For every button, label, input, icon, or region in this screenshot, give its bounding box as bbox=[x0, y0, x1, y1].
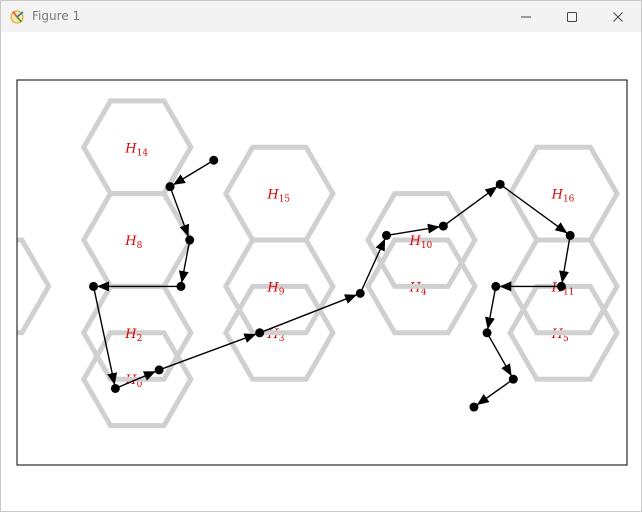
hex-label-h16: H16 bbox=[551, 188, 575, 205]
hex-label-h8: H8 bbox=[124, 234, 142, 251]
maximize-icon bbox=[566, 11, 578, 23]
path-node-10 bbox=[439, 222, 448, 231]
path-arrow-16 bbox=[477, 379, 514, 405]
path-node-15 bbox=[483, 328, 492, 337]
title-bar[interactable]: Figure 1 bbox=[1, 1, 641, 32]
hex-label-h4: H4 bbox=[408, 280, 426, 297]
hex-label-h14: H14 bbox=[124, 141, 148, 158]
hex-label-h2: H2 bbox=[124, 327, 142, 344]
close-button[interactable] bbox=[595, 1, 641, 32]
path-node-14 bbox=[491, 282, 500, 291]
hexagon-h7 bbox=[1, 240, 49, 333]
minimize-icon bbox=[520, 11, 532, 23]
path-node-7 bbox=[255, 328, 264, 337]
matplotlib-figure-icon bbox=[10, 9, 26, 25]
path-arrow-15 bbox=[487, 333, 512, 376]
hexagon-h16 bbox=[510, 147, 617, 240]
hex-grid: H0H1H2H3H4H5H6H7H8H9H10H11H12H13H14H15H1… bbox=[1, 101, 641, 426]
path-node-8 bbox=[356, 289, 365, 298]
hex-label-h9: H9 bbox=[266, 280, 284, 297]
path-node-9 bbox=[382, 231, 391, 240]
close-icon bbox=[612, 11, 624, 23]
hexagon-h15 bbox=[226, 147, 333, 240]
hex-diagram: H0H1H2H3H4H5H6H7H8H9H10H11H12H13H14H15H1… bbox=[1, 32, 641, 511]
minimize-button[interactable] bbox=[503, 1, 549, 32]
path-node-2 bbox=[185, 236, 194, 245]
figure-canvas: H0H1H2H3H4H5H6H7H8H9H10H11H12H13H14H15H1… bbox=[1, 32, 641, 511]
window-title: Figure 1 bbox=[32, 9, 80, 23]
path-node-1 bbox=[166, 182, 175, 191]
maximize-button[interactable] bbox=[549, 1, 595, 32]
hex-label-h15: H15 bbox=[266, 188, 290, 205]
path-node-3 bbox=[176, 282, 185, 291]
path-arrow-12 bbox=[562, 235, 570, 283]
hexagon-h8 bbox=[84, 194, 191, 287]
path-arrow-10 bbox=[443, 186, 497, 226]
path-arrow-14 bbox=[488, 286, 496, 329]
path-node-17 bbox=[469, 403, 478, 412]
path-node-5 bbox=[111, 384, 120, 393]
path-node-12 bbox=[566, 231, 575, 240]
path-node-11 bbox=[496, 180, 505, 189]
hexagon-h14 bbox=[84, 101, 191, 194]
path-node-4 bbox=[89, 282, 98, 291]
hex-label-h5: H5 bbox=[551, 327, 569, 344]
path-node-13 bbox=[557, 282, 566, 291]
path-node-0 bbox=[209, 156, 218, 165]
hex-label-h10: H10 bbox=[408, 234, 432, 251]
path-node-6 bbox=[155, 365, 164, 374]
path-node-16 bbox=[509, 375, 518, 384]
